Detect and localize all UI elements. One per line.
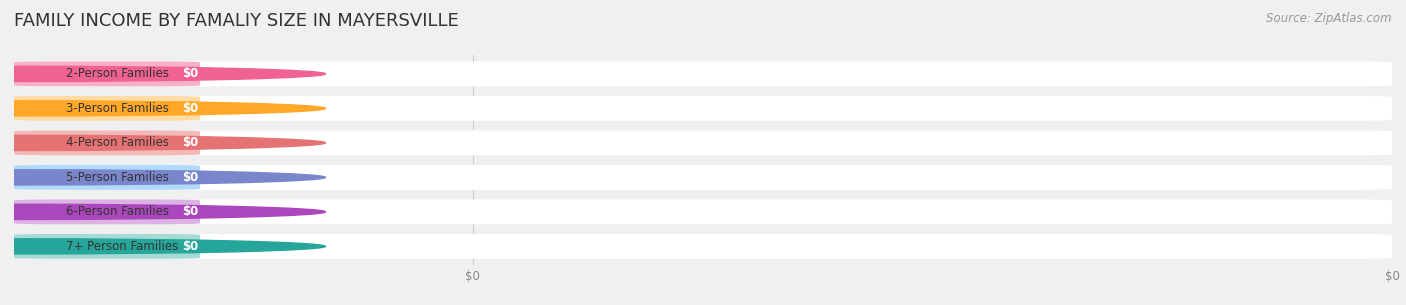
FancyBboxPatch shape — [14, 61, 200, 86]
FancyBboxPatch shape — [14, 199, 200, 224]
FancyBboxPatch shape — [14, 199, 1392, 224]
Text: $0: $0 — [183, 171, 198, 184]
Circle shape — [0, 170, 325, 185]
Text: 7+ Person Families: 7+ Person Families — [66, 240, 179, 253]
Circle shape — [0, 101, 325, 116]
Text: FAMILY INCOME BY FAMALIY SIZE IN MAYERSVILLE: FAMILY INCOME BY FAMALIY SIZE IN MAYERSV… — [14, 12, 458, 30]
Text: $0: $0 — [183, 240, 198, 253]
FancyBboxPatch shape — [14, 131, 1392, 155]
Text: 6-Person Families: 6-Person Families — [66, 205, 169, 218]
Text: 4-Person Families: 4-Person Families — [66, 136, 169, 149]
FancyBboxPatch shape — [14, 234, 1392, 259]
Circle shape — [0, 204, 325, 220]
FancyBboxPatch shape — [14, 234, 200, 259]
FancyBboxPatch shape — [14, 131, 200, 155]
FancyBboxPatch shape — [14, 165, 1392, 190]
Circle shape — [0, 239, 325, 254]
Circle shape — [0, 66, 325, 81]
Text: Source: ZipAtlas.com: Source: ZipAtlas.com — [1267, 12, 1392, 25]
Circle shape — [0, 135, 325, 150]
Text: $0: $0 — [183, 102, 198, 115]
Text: $0: $0 — [183, 205, 198, 218]
FancyBboxPatch shape — [14, 96, 1392, 121]
FancyBboxPatch shape — [14, 61, 1392, 86]
Text: 2-Person Families: 2-Person Families — [66, 67, 169, 81]
Text: 3-Person Families: 3-Person Families — [66, 102, 169, 115]
Text: 5-Person Families: 5-Person Families — [66, 171, 169, 184]
FancyBboxPatch shape — [14, 96, 200, 121]
Text: $0: $0 — [183, 136, 198, 149]
Text: $0: $0 — [183, 67, 198, 81]
FancyBboxPatch shape — [14, 165, 200, 190]
